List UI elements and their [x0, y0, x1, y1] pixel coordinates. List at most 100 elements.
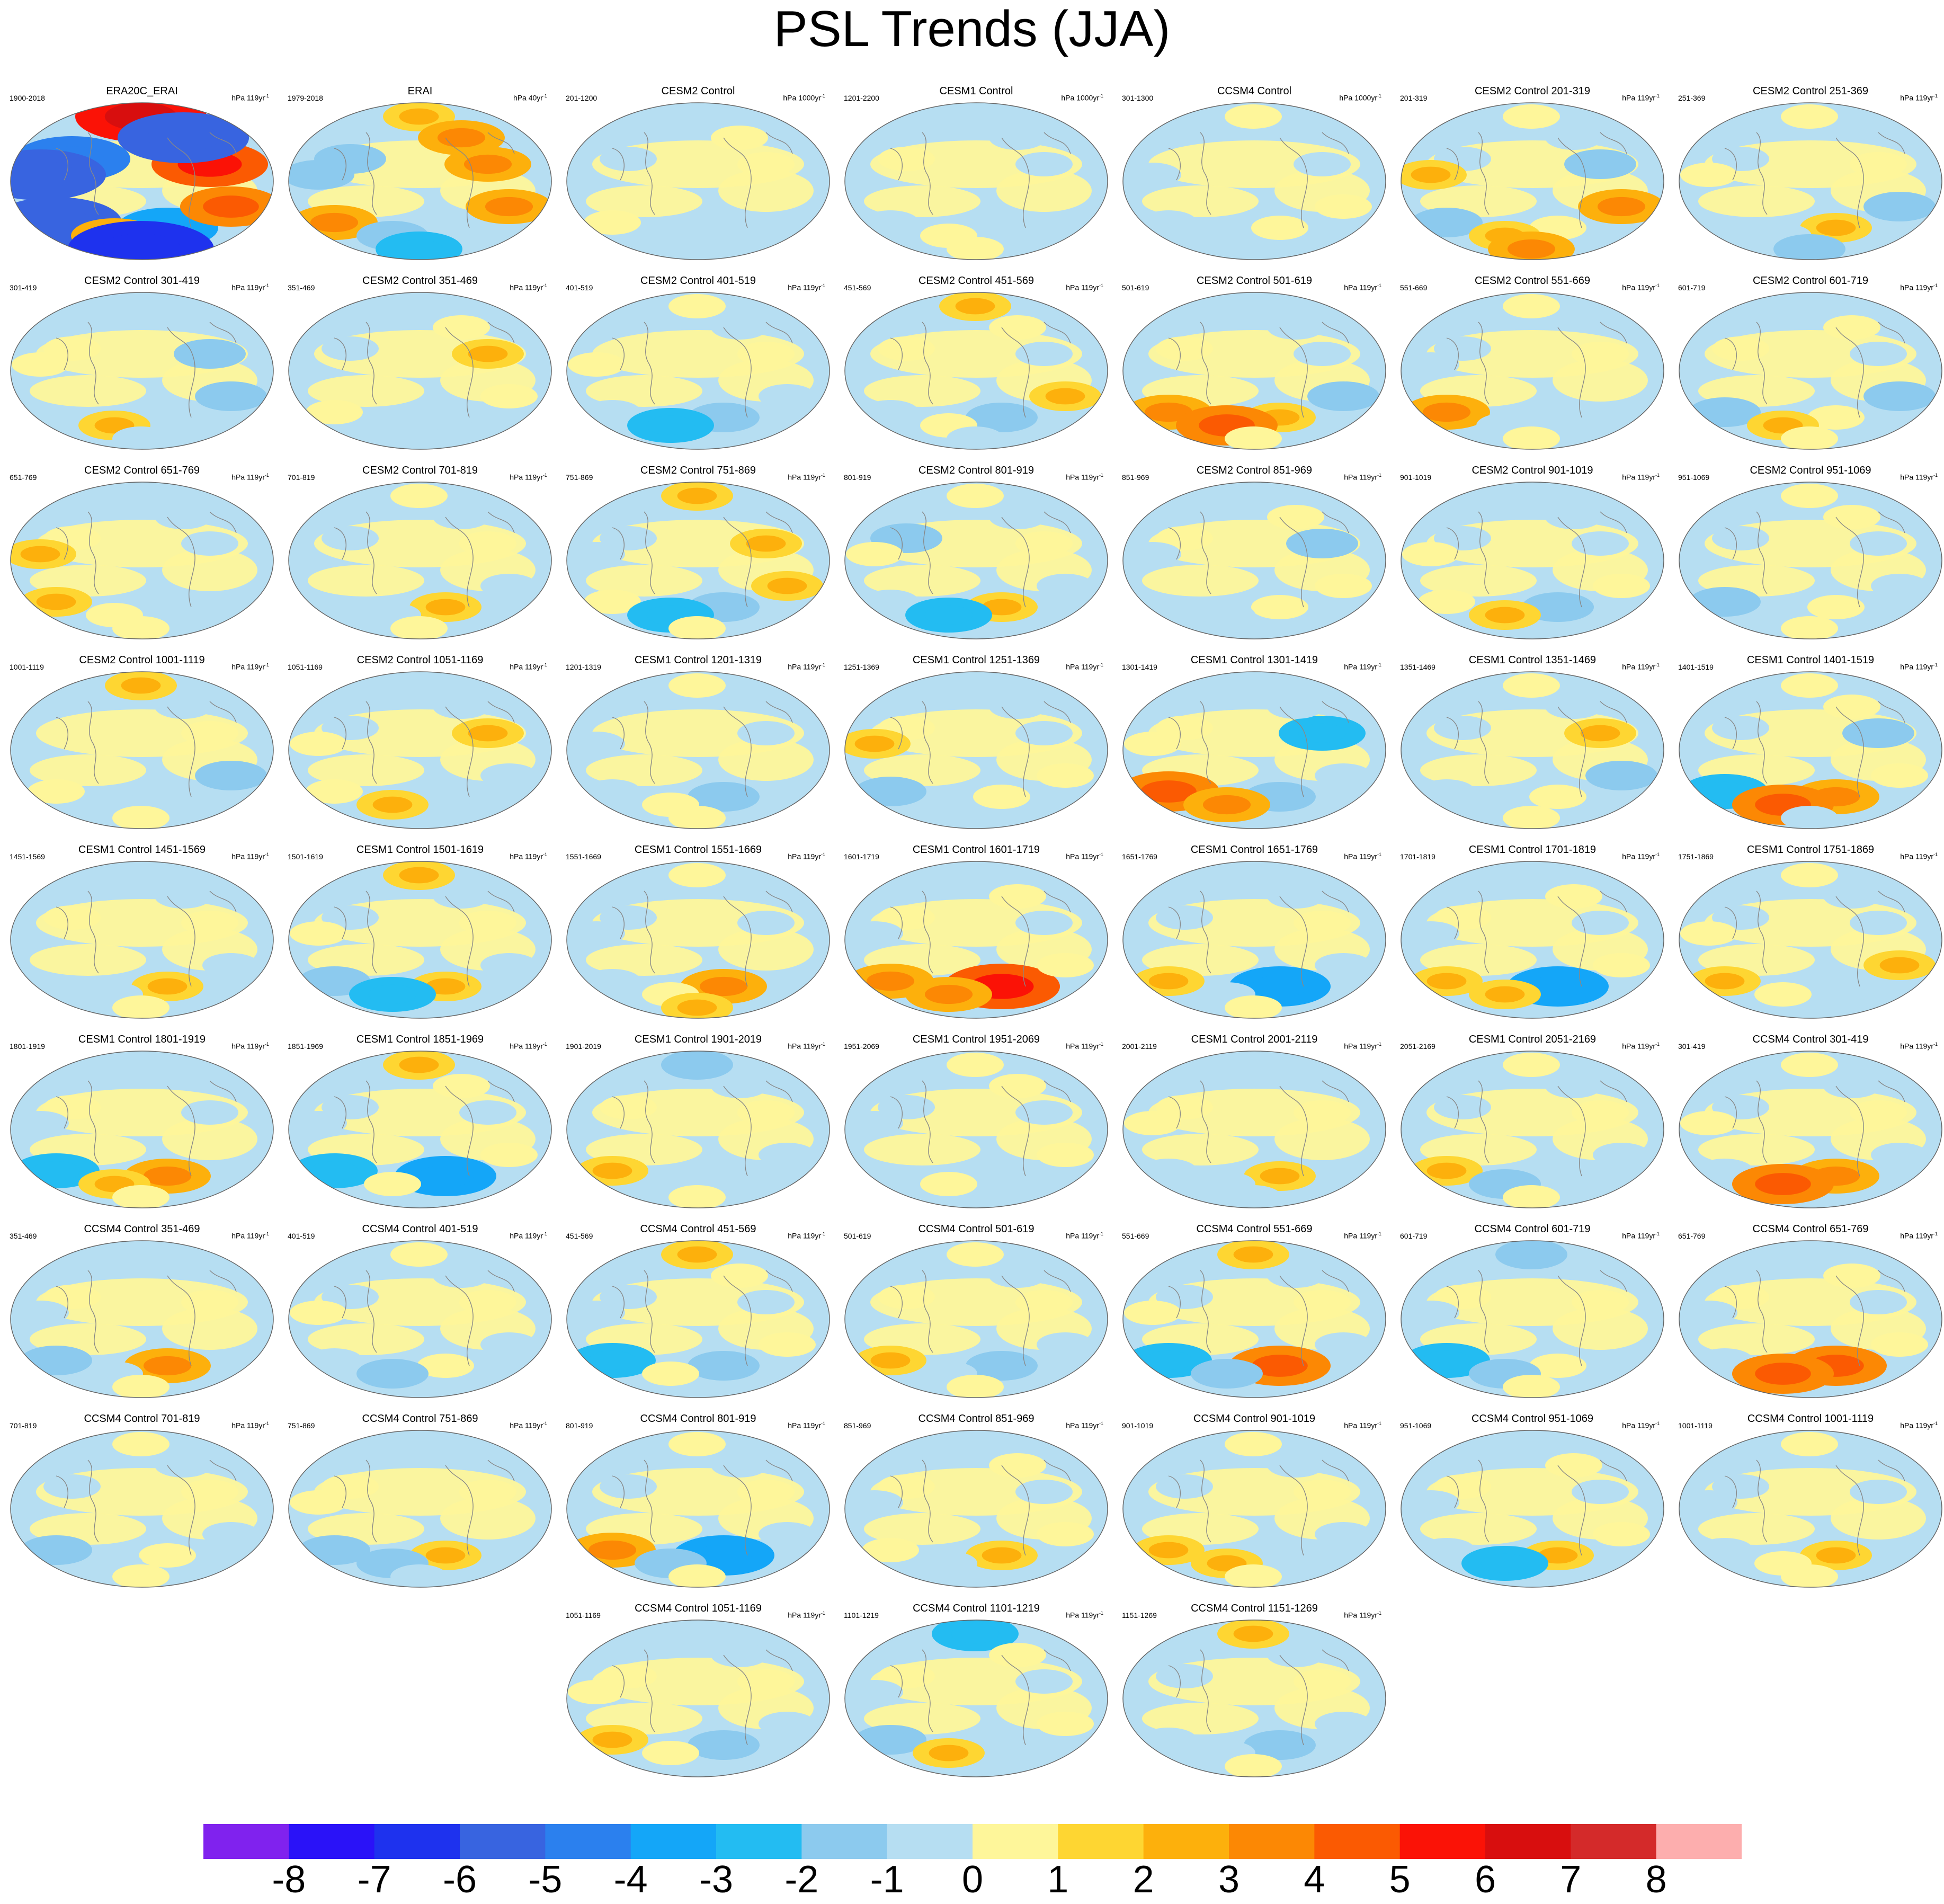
map-outline [1679, 482, 1942, 639]
trend-blob [43, 1285, 101, 1309]
trend-blob [846, 1111, 903, 1135]
map-panel: CCSM4 Control 551-669 551-669 hPa 119yr-1 [1117, 1223, 1392, 1403]
trend-blob [1712, 905, 1769, 930]
positive-band [1274, 1118, 1370, 1160]
panel-year-range: 401-519 [566, 283, 593, 292]
panel-units: hPa 119yr-1 [1344, 1042, 1381, 1051]
colorbar-tick-label: -1 [870, 1858, 904, 1901]
coastline [723, 1654, 752, 1746]
trend-blob [668, 616, 726, 639]
map-panel: CCSM4 Control 1001-1119 1001-1119 hPa 119y… [1673, 1412, 1944, 1592]
panel-year-range: 1201-2200 [844, 94, 879, 102]
trend-blob [568, 1680, 625, 1704]
positive-band [586, 944, 702, 976]
trend-blob [600, 1095, 657, 1119]
map-outline [1679, 671, 1942, 829]
trend-blob-core [1597, 197, 1646, 217]
panel-year-range: 751-869 [288, 1421, 315, 1430]
trend-blob [390, 426, 448, 449]
coastline [1478, 132, 1490, 215]
trend-blob [181, 1290, 238, 1314]
trend-blob [112, 1564, 170, 1587]
coastline [1835, 1086, 1864, 1177]
coastline [1168, 1665, 1181, 1698]
trend-blob-core [143, 1166, 192, 1186]
coastline [365, 322, 377, 405]
robinson-map [10, 1051, 274, 1208]
colorbar-tick-label: 0 [961, 1858, 984, 1901]
trend-blob [1503, 1053, 1560, 1077]
trend-blob-core [982, 1357, 1022, 1374]
robinson-map [844, 1240, 1108, 1398]
coastline [1168, 1286, 1181, 1319]
trend-blob [846, 1490, 903, 1515]
robinson-map [1679, 671, 1942, 829]
trend-blob [322, 336, 379, 361]
trend-blob-core [32, 1161, 81, 1181]
coastline [209, 1270, 237, 1292]
map-panel: CESM2 Control 551-669 551-669 hPa 119yr-1 [1395, 274, 1670, 455]
trend-blob-core [955, 298, 995, 315]
coastline [890, 1475, 903, 1508]
map-outline [1122, 482, 1386, 639]
trend-blob [459, 1290, 516, 1314]
trend-blob [28, 779, 85, 804]
map-panel: CCSM4 Control 651-769 651-769 hPa 119yr-1 [1673, 1223, 1944, 1403]
positive-band [586, 185, 702, 217]
coastline [1446, 527, 1459, 560]
trend-blob [155, 884, 212, 909]
panel-title: CCSM4 Control 1001-1119 [1747, 1413, 1874, 1425]
coastline [1600, 891, 1627, 913]
trend-blob [862, 1538, 919, 1562]
colorbar-tick-label: -4 [613, 1858, 648, 1901]
robinson-map [288, 1240, 552, 1398]
trend-blob [1823, 695, 1880, 719]
trend-blob [1781, 673, 1838, 698]
panel-title: CCSM4 Control 801-919 [640, 1413, 756, 1425]
trend-blob [1402, 352, 1459, 377]
coastline [445, 1275, 474, 1366]
trend-blob [1850, 152, 1907, 176]
trend-blob [1781, 616, 1838, 639]
map-panel: CESM2 Control 451-569 451-569 hPa 119yr-1 [839, 274, 1114, 455]
coastline [1557, 896, 1586, 987]
trend-blob [1251, 595, 1308, 619]
positive-band [30, 375, 146, 407]
panel-title: ERA20C_ERAI [106, 85, 178, 97]
trend-blob-core [982, 599, 1022, 616]
trend-blob-core [211, 767, 251, 784]
coastline [1724, 337, 1737, 370]
trend-blob-core [399, 108, 439, 125]
map-panel: CESM1 Control 1201-1319 1201-1319 hPa 119y… [560, 654, 836, 834]
trend-blob [1037, 763, 1094, 788]
trend-blob [1156, 716, 1213, 740]
map-outline [844, 1051, 1108, 1208]
trend-blob [1572, 531, 1629, 556]
colorbar-tick-label: -7 [357, 1858, 391, 1901]
trend-blob [600, 526, 657, 550]
coastline [644, 1080, 655, 1163]
colorbar-segment [1656, 1824, 1742, 1859]
trend-blob [480, 384, 538, 408]
panel-units: hPa 119yr-1 [231, 852, 269, 861]
trend-blob [1434, 1095, 1491, 1119]
trend-blob-core [399, 1056, 439, 1073]
trend-blob [1545, 884, 1602, 909]
panel-title: CESM2 Control 301-419 [84, 275, 200, 287]
coastline [445, 1086, 474, 1177]
panel-year-range: 1751-1869 [1678, 852, 1714, 861]
trend-blob [737, 1480, 795, 1504]
panel-year-range: 601-719 [1678, 283, 1706, 292]
coastline [1279, 327, 1308, 418]
trend-blob [1267, 315, 1324, 340]
map-panel: CESM2 Control 701-819 701-819 hPa 119yr-1 [282, 464, 558, 644]
trend-blob-core [101, 233, 181, 260]
robinson-map [566, 482, 830, 639]
map-panel: CCSM4 Control 801-919 801-919 hPa 119yr-1 [560, 1412, 836, 1592]
coastline [1044, 1649, 1071, 1671]
coastline [167, 1465, 195, 1556]
map-panel: CESM2 Control 201-319 201-319 hPa 119yr-1 [1395, 85, 1670, 265]
coastline [1557, 1465, 1586, 1556]
map-panel: CESM1 Control 1501-1619 1501-1619 hPa 119y… [282, 843, 558, 1024]
coastline [765, 1270, 793, 1292]
